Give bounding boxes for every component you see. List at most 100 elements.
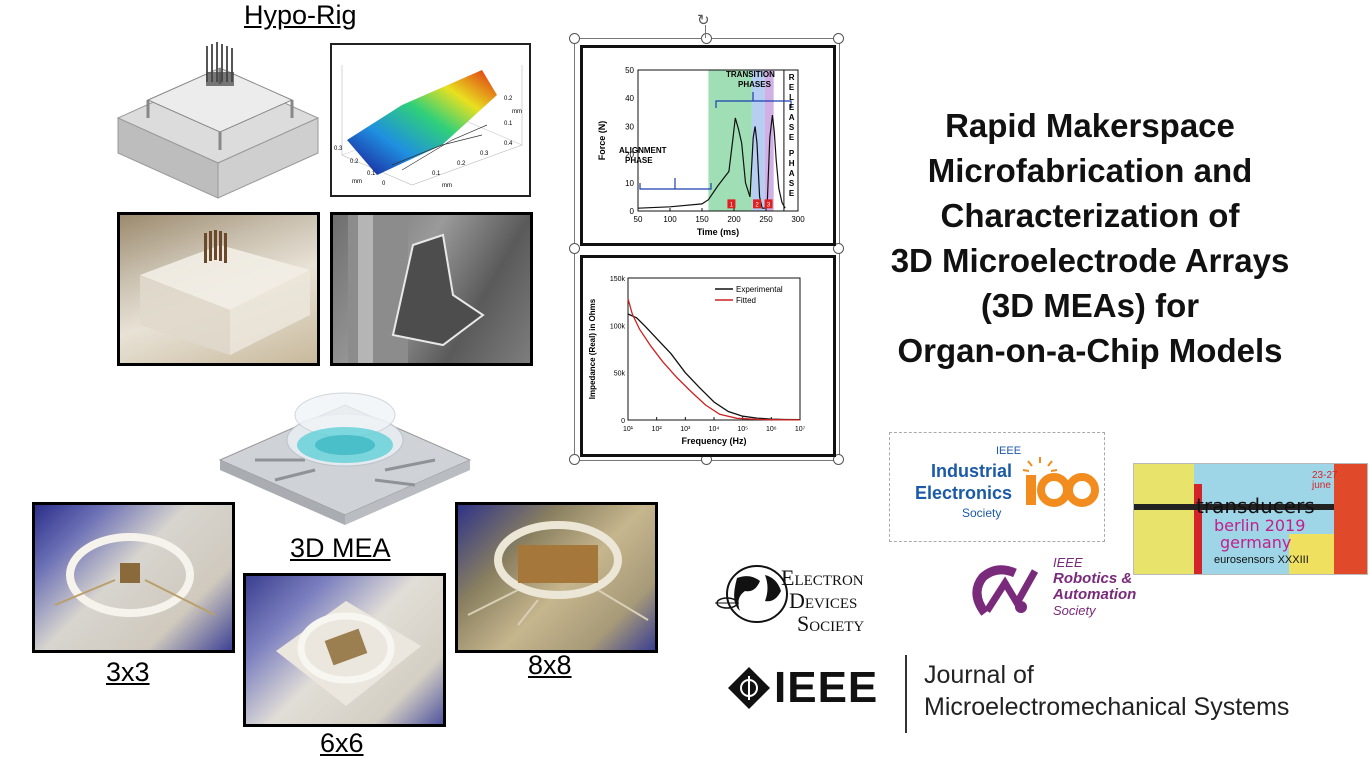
- ras-emblem-icon: [972, 565, 1039, 616]
- x-tick-label: 10¹: [623, 426, 634, 433]
- resize-handle[interactable]: [569, 243, 580, 254]
- eds-society-text: SOCIETY: [797, 611, 865, 636]
- ies-industrial-text: Industrial: [930, 461, 1012, 481]
- transition-region-green: [708, 70, 752, 211]
- title-line: Characterization of: [940, 197, 1240, 234]
- y-tick-label: 30: [625, 122, 634, 131]
- surface-tick: 0: [382, 181, 386, 187]
- rotate-handle-icon[interactable]: ↻: [697, 12, 710, 29]
- mea-8x8-photo: [455, 502, 658, 653]
- phase-marker: [727, 199, 736, 209]
- resize-handle[interactable]: [833, 454, 844, 465]
- transition-region-blue: [751, 70, 765, 211]
- x-axis-label: Time (ms): [697, 227, 739, 237]
- globe-icon: [715, 565, 788, 623]
- ies-sun-logo-icon: [1022, 457, 1099, 507]
- transition-bracket: [715, 92, 792, 108]
- experimental-series-line: [627, 313, 801, 421]
- surface-tick: 0.1: [367, 171, 376, 177]
- force-chart: 50 100 150 200 250 300 0 10 20 30 40 50 Time (ms) For…: [580, 45, 836, 246]
- ies-society-text: Society: [962, 506, 1002, 520]
- ieee-jmems-logo: IEEE Journal of Microelectromechanical S…: [728, 655, 1308, 735]
- x-axis-label: Frequency (Hz): [681, 436, 746, 446]
- hypo-rig-label: Hypo-Rig: [244, 0, 357, 30]
- y-tick-label: 50k: [614, 371, 626, 378]
- phase-marker: [753, 199, 762, 209]
- y-tick-label: 0: [630, 207, 635, 216]
- ras-logo: IEEE Robotics & Automation Society: [965, 555, 1150, 625]
- surface-tick: 0.4: [504, 141, 513, 147]
- legend-experimental: Experimental: [736, 285, 783, 294]
- title-line: 3D Microelectrode Arrays: [890, 242, 1290, 279]
- transducers-text: transducers: [1196, 494, 1315, 518]
- fitted-series-line: [627, 298, 801, 421]
- x-tick-label: 10⁷: [795, 426, 806, 433]
- y-tick-label: 150k: [610, 276, 626, 283]
- y-tick-label: 10: [625, 179, 634, 188]
- resize-handle[interactable]: [833, 33, 844, 44]
- title-line: Microfabrication and: [927, 152, 1253, 189]
- title-line: Rapid Makerspace: [945, 107, 1235, 144]
- resize-handle[interactable]: [569, 454, 580, 465]
- resize-handle[interactable]: [701, 33, 712, 44]
- eds-devices-text: DEVICES: [789, 588, 858, 613]
- x-tick-label: 300: [791, 215, 805, 224]
- transducers-berlin: berlin 2019: [1214, 516, 1306, 535]
- surface-tick: 0.1: [432, 171, 441, 177]
- title-line: (3D MEAs) for: [980, 287, 1200, 324]
- alignment-label: PHASE: [625, 156, 653, 165]
- transition-label: TRANSITION: [726, 70, 775, 79]
- transducers-logo: transducers berlin 2019 germany eurosens…: [1133, 463, 1368, 575]
- y-tick-label: 50: [625, 66, 634, 75]
- eds-electron-text: ELECTRON: [781, 565, 864, 590]
- 3x3-label: 3x3: [106, 657, 150, 687]
- ras-robotics-text: Robotics &: [1053, 570, 1133, 587]
- plot-frame: [637, 69, 799, 212]
- hypo-rig-cad-image: [108, 28, 322, 203]
- x-tick-label: 10⁶: [766, 426, 777, 433]
- x-tick-label: 150: [695, 215, 709, 224]
- logo-divider: [905, 655, 907, 733]
- transducers-eurosensors: eurosensors XXXIII: [1214, 554, 1309, 566]
- resize-handle[interactable]: [833, 243, 844, 254]
- y-tick-label: 0: [621, 418, 625, 425]
- transducers-dates: 23-27: [1312, 470, 1338, 481]
- ras-ieee-text: IEEE: [1053, 555, 1083, 570]
- surface-tick: 0.2: [457, 161, 466, 167]
- ieee-diamond-icon: [728, 667, 770, 709]
- jmems-title-text: Microelectromechanical Systems: [924, 693, 1290, 721]
- surface-unit: mm: [352, 179, 362, 185]
- surface-tick: 0.1: [504, 121, 513, 127]
- mea-6x6-photo: [243, 573, 446, 727]
- phase-marker-label: 3: [767, 202, 771, 208]
- surface-tick: 0.3: [334, 146, 343, 152]
- x-tick-label: 50: [634, 215, 643, 224]
- surface-unit: mm: [512, 109, 522, 115]
- y-axis-label: Impedance (Real) in Ohms: [588, 298, 597, 399]
- ieee-wordmark: IEEE: [774, 663, 879, 712]
- sem-photo: [330, 212, 533, 366]
- x-tick-label: 200: [727, 215, 741, 224]
- ies-logo: IEEE Industrial Electronics Society: [889, 432, 1105, 542]
- 3d-mea-label: 3D MEA: [290, 533, 391, 563]
- alignment-bracket: [639, 178, 712, 190]
- y-tick-label: 20: [625, 151, 634, 160]
- phase-marker-label: 1: [730, 202, 734, 208]
- page-title: Rapid Makerspace Microfabrication and Ch…: [860, 103, 1320, 373]
- 8x8-label: 8x8: [528, 650, 572, 680]
- x-tick-label: 250: [759, 215, 773, 224]
- transducers-month: june: [1312, 480, 1331, 491]
- x-tick-label: 10⁵: [737, 426, 748, 433]
- journal-of-text: Journal of: [924, 661, 1034, 689]
- resize-handle[interactable]: [569, 33, 580, 44]
- surface-plot-image: 0.2 0.1 0.3 0.2 0.1 0 0.1 0.2 0.3 0.4 mm…: [330, 43, 531, 197]
- ies-ieee-text: IEEE: [996, 445, 1022, 457]
- surface-tick: 0.3: [480, 151, 489, 157]
- legend-fitted: Fitted: [736, 296, 756, 305]
- x-tick-label: 100: [663, 215, 677, 224]
- ras-society-text: Society: [1053, 603, 1096, 618]
- ies-electronics-text: Electronics: [914, 483, 1012, 503]
- 3d-mea-render: [215, 385, 475, 535]
- surface-tick: 0.2: [350, 159, 359, 165]
